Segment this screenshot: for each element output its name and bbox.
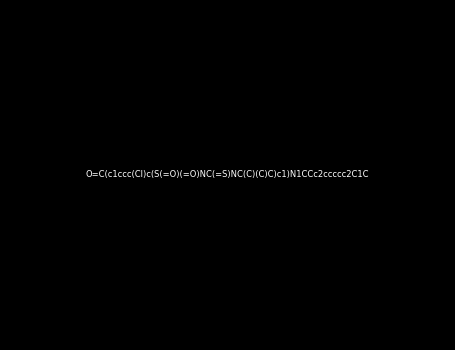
- Text: O=C(c1ccc(Cl)c(S(=O)(=O)NC(=S)NC(C)(C)C)c1)N1CCc2ccccc2C1C: O=C(c1ccc(Cl)c(S(=O)(=O)NC(=S)NC(C)(C)C)…: [86, 170, 369, 180]
